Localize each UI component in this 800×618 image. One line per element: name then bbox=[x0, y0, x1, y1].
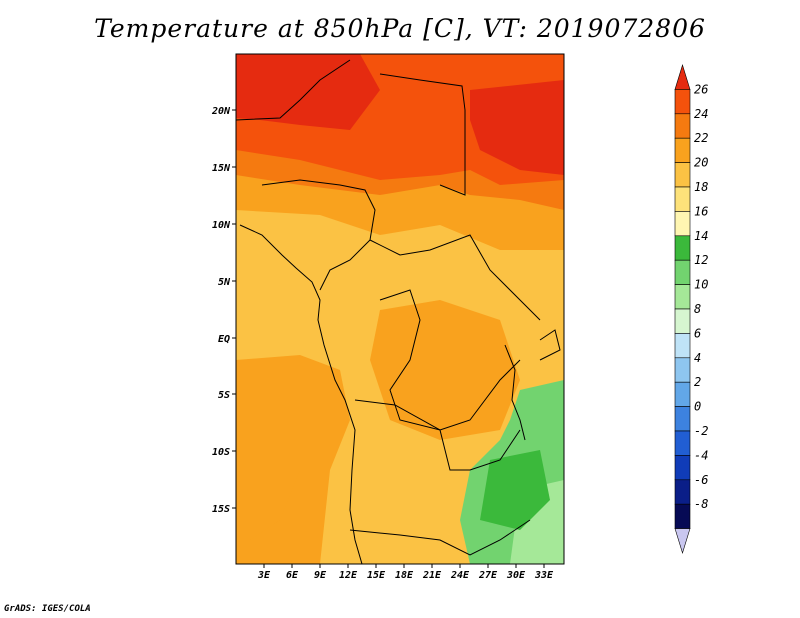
footer-credit: GrADS: IGES/COLA bbox=[4, 604, 91, 614]
lon-label: 18E bbox=[395, 570, 414, 581]
zone-20-southwest bbox=[236, 370, 300, 540]
colorbar-label: -4 bbox=[694, 448, 708, 462]
colorbar-segment bbox=[674, 381, 691, 407]
temperature-field bbox=[236, 54, 564, 564]
zone-green-dark bbox=[480, 450, 550, 530]
colorbar-label: 22 bbox=[694, 131, 708, 145]
colorbar-label: 12 bbox=[694, 253, 708, 267]
colorbar-label: 4 bbox=[694, 351, 701, 365]
colorbar-segment bbox=[674, 479, 691, 505]
lon-label: 21E bbox=[422, 570, 442, 581]
colorbar-label: 6 bbox=[694, 326, 701, 340]
colorbar-segment bbox=[674, 430, 691, 456]
colorbar-segment bbox=[674, 528, 691, 555]
lat-label: 15N bbox=[212, 163, 231, 174]
colorbar-label: 0 bbox=[694, 400, 701, 414]
zone-22-central bbox=[370, 300, 520, 440]
colorbar-label: 20 bbox=[694, 156, 708, 170]
colorbar-segment bbox=[674, 259, 691, 285]
lat-label: 10N bbox=[212, 220, 231, 231]
colorbar-segment bbox=[674, 333, 691, 359]
lon-label: 24E bbox=[450, 570, 470, 581]
colorbar-segment bbox=[674, 235, 691, 261]
lat-label: 5S bbox=[218, 390, 230, 401]
colorbar-segment bbox=[674, 89, 691, 115]
colorbar-label: 16 bbox=[694, 204, 708, 218]
map-frame bbox=[235, 53, 565, 565]
colorbar-segment bbox=[674, 357, 691, 383]
colorbar-segment bbox=[674, 211, 691, 237]
lon-label: 3E bbox=[257, 570, 271, 581]
colorbar-segment bbox=[674, 63, 691, 90]
zone-26-northeast bbox=[470, 80, 564, 175]
lat-label: 10S bbox=[212, 447, 230, 458]
colorbar-segment bbox=[674, 113, 691, 139]
colorbar-segment bbox=[674, 284, 691, 310]
lon-label: 27E bbox=[478, 570, 498, 581]
colorbar-label: 24 bbox=[694, 107, 708, 121]
lon-label: 12E bbox=[339, 570, 358, 581]
colorbar-label: 26 bbox=[694, 82, 708, 96]
lat-label: 15S bbox=[212, 504, 230, 515]
colorbar-label: -2 bbox=[694, 424, 708, 438]
lat-label: EQ bbox=[218, 334, 230, 345]
colorbar-label: 2 bbox=[694, 375, 701, 389]
axis-ticks bbox=[232, 109, 545, 568]
colorbar-label: 18 bbox=[694, 180, 708, 194]
colorbar-segment bbox=[674, 308, 691, 334]
lat-label: 5N bbox=[218, 277, 231, 288]
colorbar-segment bbox=[674, 503, 691, 529]
lon-label: 9E bbox=[314, 570, 327, 581]
colorbar-segment bbox=[674, 406, 691, 432]
colorbar-label: 14 bbox=[694, 229, 708, 243]
colorbar-label: -8 bbox=[694, 497, 708, 511]
colorbar-label: 8 bbox=[694, 302, 701, 316]
lon-label: 33E bbox=[534, 570, 554, 581]
colorbar-segment bbox=[674, 455, 691, 481]
map-title: Temperature at 850hPa [C], VT: 201907280… bbox=[94, 14, 706, 43]
country-borders bbox=[236, 59, 561, 564]
colorbar-segment bbox=[674, 186, 691, 212]
colorbar-segment bbox=[674, 137, 691, 163]
colorbar-segment bbox=[674, 162, 691, 188]
lon-label: 15E bbox=[367, 570, 386, 581]
lon-label: 6E bbox=[286, 570, 299, 581]
lat-label: 20N bbox=[211, 106, 231, 117]
lon-label: 30E bbox=[506, 570, 526, 581]
colorbar-label: -6 bbox=[694, 473, 708, 487]
colorbar-label: 10 bbox=[694, 278, 708, 292]
